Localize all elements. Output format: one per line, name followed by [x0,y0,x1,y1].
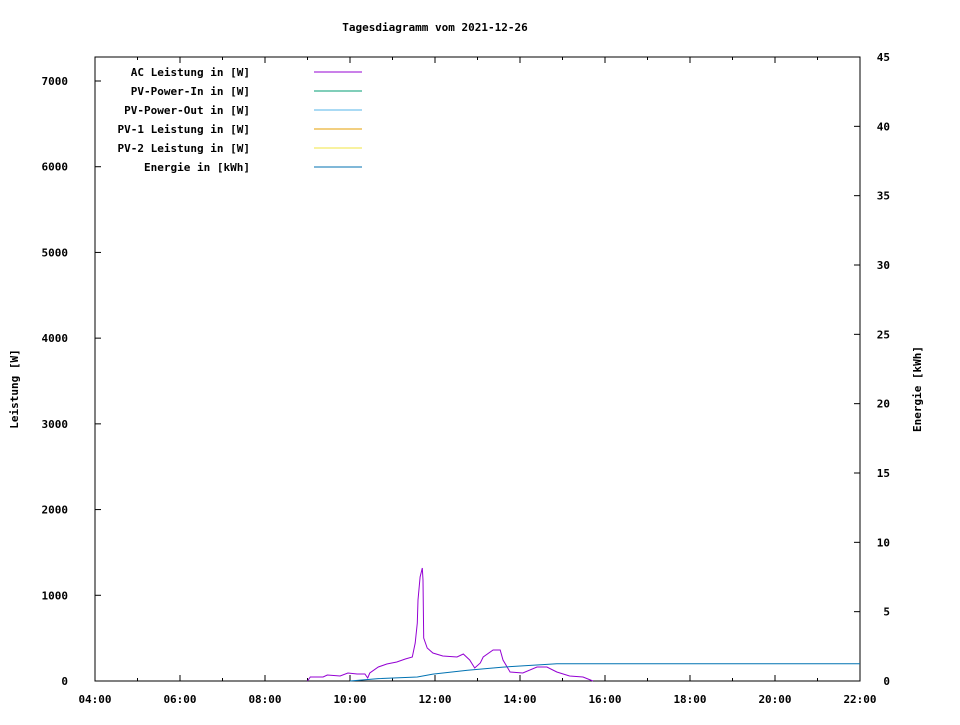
y-tick-label: 2000 [42,504,69,517]
y-tick-label: 7000 [42,75,69,88]
y-tick-label: 1000 [42,589,69,602]
legend-label: PV-Power-In in [W] [131,85,250,98]
y-tick-label: 5000 [42,246,69,259]
y2-tick-label: 35 [877,190,890,203]
y2-tick-label: 40 [877,120,890,133]
x-tick-label: 04:00 [78,693,111,706]
chart-title: Tagesdiagramm vom 2021-12-26 [342,21,528,34]
y-tick-label: 3000 [42,418,69,431]
x-tick-label: 12:00 [418,693,451,706]
y-axis-label: Leistung [W] [8,349,21,428]
legend-label: PV-1 Leistung in [W] [118,123,250,136]
y2-tick-label: 25 [877,328,890,341]
y-tick-label: 0 [61,675,68,688]
x-tick-label: 16:00 [588,693,621,706]
series-line-5 [349,663,860,682]
legend-label: Energie in [kWh] [144,161,250,174]
y2-tick-label: 45 [877,51,890,64]
legend-label: PV-Power-Out in [W] [124,104,250,117]
y-tick-label: 6000 [42,161,69,174]
y-tick-label: 4000 [42,332,69,345]
y2-tick-label: 5 [883,606,890,619]
y2-tick-label: 15 [877,467,890,480]
series-line-0 [307,567,594,682]
x-tick-label: 18:00 [673,693,706,706]
y2-tick-label: 20 [877,398,890,411]
y2-tick-label: 30 [877,259,890,272]
x-tick-label: 06:00 [163,693,196,706]
legend-label: PV-2 Leistung in [W] [118,142,250,155]
y2-tick-label: 10 [877,536,890,549]
x-tick-label: 10:00 [333,693,366,706]
legend-label: AC Leistung in [W] [131,66,250,79]
x-tick-label: 08:00 [248,693,281,706]
x-tick-label: 14:00 [503,693,536,706]
x-tick-label: 20:00 [758,693,791,706]
y2-tick-label: 0 [883,675,890,688]
x-tick-label: 22:00 [843,693,876,706]
y2-axis-label: Energie [kWh] [911,346,924,432]
